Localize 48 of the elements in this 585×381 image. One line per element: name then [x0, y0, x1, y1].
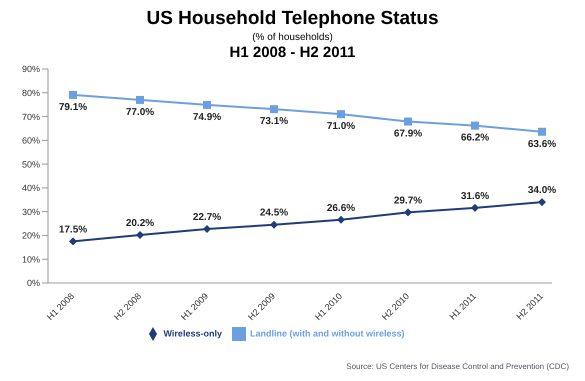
y-tick-label: 50% — [22, 159, 40, 170]
data-label: 77.0% — [126, 106, 154, 118]
data-label: 67.9% — [394, 128, 422, 140]
data-label: 74.9% — [192, 112, 222, 123]
y-tick-label: 80% — [22, 88, 40, 98]
legend-label: Wireless-only — [164, 328, 222, 338]
y-tick-label: 10% — [22, 254, 40, 264]
point — [136, 230, 144, 239]
text: H1 2008 - H2 2011 — [228, 44, 356, 61]
data-label: 31.6% — [460, 190, 490, 202]
point — [471, 122, 479, 130]
data-label: 63.6% — [528, 138, 556, 150]
point — [538, 128, 546, 136]
data-label: 26.6% — [326, 202, 356, 214]
y-tick-label: 60% — [22, 136, 40, 146]
y-tick-label: 40% — [22, 183, 40, 194]
data-label: 71.0% — [326, 121, 356, 132]
data-label: 73.1% — [260, 116, 288, 128]
y-tick-label: 90% — [22, 64, 40, 74]
y-tick-label: 30% — [22, 206, 40, 217]
data-label: 29.7% — [394, 195, 422, 206]
data-label: 66.2% — [460, 132, 490, 144]
point — [337, 110, 345, 118]
point — [270, 105, 278, 114]
point — [404, 208, 412, 216]
point — [203, 225, 211, 234]
point — [471, 204, 479, 212]
point — [538, 198, 546, 206]
chart-title: US Household Telephone Status — [145, 8, 440, 30]
point — [69, 90, 77, 99]
data-label: 24.5% — [260, 208, 288, 219]
source-note: Source: US Centers for Disease Control and Prevention (CDC) — [346, 362, 569, 371]
point — [404, 118, 412, 126]
data-label: 34.0% — [528, 185, 556, 196]
y-tick-label: 20% — [22, 230, 40, 241]
point — [270, 220, 278, 229]
legend-label: Landline (with and without wireless) — [250, 328, 404, 338]
chart-subtitle: (% of households) — [251, 32, 334, 43]
point — [203, 100, 211, 109]
point — [337, 216, 345, 224]
point — [136, 96, 144, 104]
point — [69, 237, 77, 246]
y-tick-label: 70% — [22, 112, 40, 122]
data-label: 17.5% — [58, 224, 88, 236]
y-tick-label: 0% — [26, 278, 40, 288]
data-label: 20.2% — [126, 218, 154, 229]
data-label: 22.7% — [192, 212, 222, 224]
data-label: 79.1% — [58, 102, 88, 113]
